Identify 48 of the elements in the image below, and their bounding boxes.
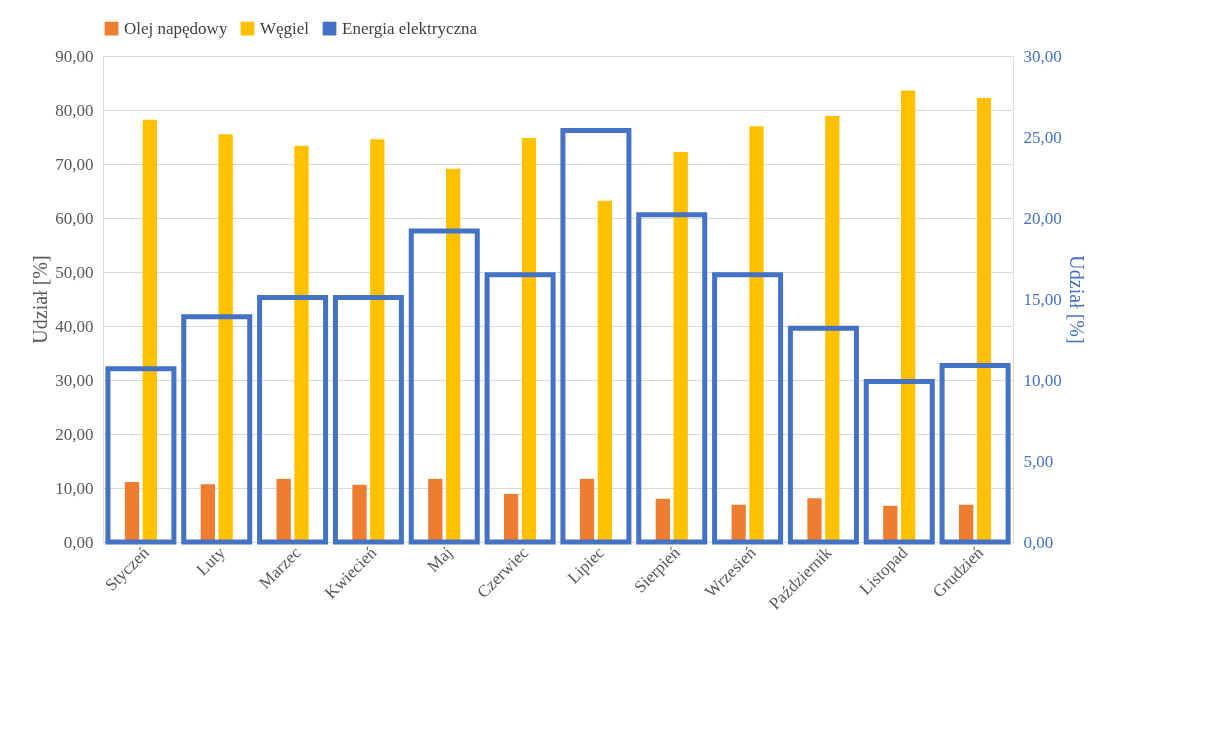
bar <box>200 484 215 542</box>
y-tick-label: 80,00 <box>55 100 94 120</box>
bar <box>142 119 157 542</box>
legend-label: Olej napędowy <box>124 18 228 38</box>
y2-tick-label: 15,00 <box>1023 289 1062 309</box>
x-tick-label: Luty <box>192 542 230 580</box>
bar <box>294 145 309 542</box>
y-tick-label: 50,00 <box>55 262 94 282</box>
y-tick-label: 10,00 <box>55 478 94 498</box>
bar <box>428 478 443 542</box>
y-tick-label: 20,00 <box>55 424 94 444</box>
bar <box>504 493 519 542</box>
y-tick-label: 60,00 <box>55 208 94 228</box>
bar <box>655 498 670 542</box>
legend-label: Węgiel <box>260 18 310 38</box>
bar <box>276 478 291 542</box>
bar <box>352 484 367 542</box>
legend-label: Energia elektryczna <box>342 18 478 38</box>
bar <box>218 134 233 542</box>
y2-tick-label: 10,00 <box>1023 370 1062 390</box>
y-axis-title: Udział [%] <box>29 255 52 344</box>
y2-tick-label: 20,00 <box>1023 208 1062 228</box>
bar <box>124 482 140 542</box>
y2-tick-label: 30,00 <box>1023 46 1062 66</box>
y-tick-label: 90,00 <box>55 46 94 66</box>
bar <box>521 138 537 542</box>
y-tick-label: 30,00 <box>55 370 94 390</box>
bar <box>901 90 916 542</box>
bar <box>883 505 898 542</box>
bar <box>749 126 764 542</box>
y-tick-label: 40,00 <box>55 316 94 336</box>
y2-tick-label: 25,00 <box>1023 127 1062 147</box>
bar <box>825 115 840 542</box>
bar <box>976 98 992 542</box>
bar <box>597 200 612 542</box>
bar <box>446 168 461 542</box>
x-tick-label: Maj <box>423 543 457 576</box>
y2-tick-label: 0,00 <box>1023 532 1054 552</box>
y-tick-label: 0,00 <box>63 532 94 552</box>
bar <box>959 504 974 542</box>
y2-axis-title: Udział [%] <box>1065 255 1088 344</box>
y2-tick-label: 5,00 <box>1023 451 1054 471</box>
bar <box>673 152 688 542</box>
bar <box>579 478 595 542</box>
bar <box>807 498 822 542</box>
bar <box>731 504 746 542</box>
bar <box>370 139 385 542</box>
y-tick-label: 70,00 <box>55 154 94 174</box>
